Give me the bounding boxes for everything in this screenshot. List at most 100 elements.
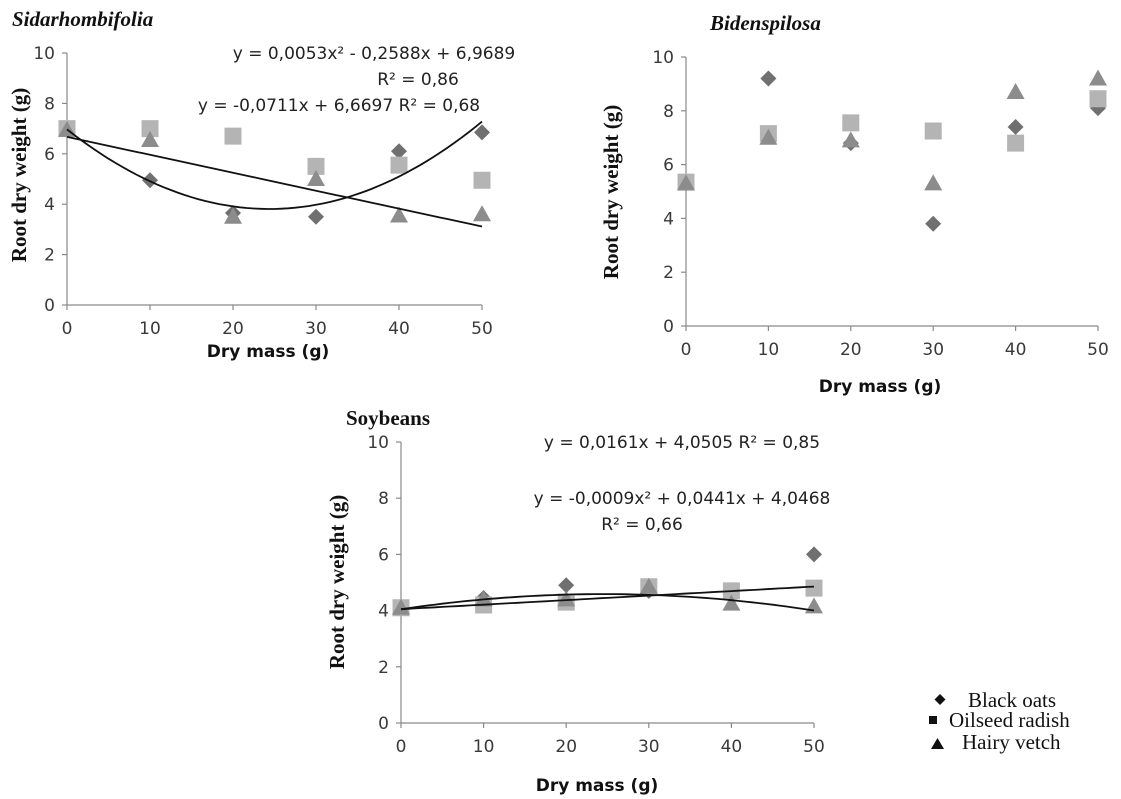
y-tick-label: 10 [652,48,674,68]
triangle-icon [931,738,944,749]
data-point-square [307,157,325,175]
data-point-square [805,579,823,597]
x-tick-label: 10 [473,737,495,757]
x-tick-label: 40 [388,319,410,339]
x-tick-label: 20 [840,340,862,360]
chart-title: Sidarhombifolia [12,7,153,31]
y-tick-label: 2 [663,263,674,283]
y-axis-label: Root dry weight (g) [325,495,349,669]
data-point-square [473,171,491,189]
trendline-linear [66,136,483,228]
trendline-quadratic [66,120,483,210]
diamond-icon [934,694,946,705]
data-point-diamond [925,215,942,232]
legend: Black oats Oilseed radish Hairy vetch [929,688,1070,754]
x-tick-label: 50 [1087,340,1109,360]
panel-sidarhombifolia: Sidarhombifolia Root dry weight (g) Dry … [7,7,515,362]
equation-quadratic: y = -0,0009x² + 0,0441x + 4,0468 [534,489,831,509]
y-tick-label: 4 [378,602,389,622]
data-point-triangle [722,594,741,611]
square-icon [929,716,937,724]
r-squared-quadratic: R² = 0,86 [377,70,459,90]
y-axis-label: Root dry weight (g) [7,88,31,262]
x-tick-label: 20 [222,319,244,339]
x-tick-label: 30 [922,340,944,360]
trendline-linear [400,585,815,611]
data-point-triangle [924,174,943,191]
y-tick-label: 4 [44,195,55,215]
x-axis-label: Dry mass (g) [819,377,942,397]
data-point-square [390,156,408,174]
y-tick-label: 6 [378,545,389,565]
legend-item-oilseed-radish: Oilseed radish [929,708,1070,732]
data-point-triangle [390,206,408,223]
y-tick-label: 2 [378,658,389,678]
x-tick-label: 30 [638,737,660,757]
x-tick-label: 40 [1005,340,1027,360]
x-axis-label: Dry mass (g) [536,776,659,796]
y-tick-label: 6 [44,145,55,165]
panel-bidenspilosa: Bidenspilosa Root dry weight (g) Dry mas… [599,11,1109,397]
legend-label: Black oats [968,688,1056,712]
panel-soybeans: Soybeans Root dry weight (g) Dry mass (g… [325,406,830,796]
legend-label: Hairy vetch [962,730,1061,754]
equation-quadratic: y = 0,0053x² - 0,2588x + 6,9689 [233,44,516,64]
data-point-square [842,114,860,132]
y-tick-label: 2 [44,246,55,266]
chart-title: Soybeans [346,406,430,430]
legend-item-hairy-vetch: Hairy vetch [931,730,1061,754]
data-point-triangle [473,205,491,222]
equation-linear: y = -0,0711x + 6,6697 R² = 0,68 [198,96,480,116]
data-point-diamond [391,143,407,160]
data-point-square [224,127,242,145]
trendline-quadratic [400,593,815,612]
data-point-diamond [308,208,324,225]
x-axis-label: Dry mass (g) [207,342,330,362]
x-tick-label: 0 [62,319,73,339]
data-point-square [1089,90,1107,108]
data-point-triangle [224,207,242,224]
data-point-triangle [841,131,860,148]
data-point-square [924,122,942,140]
equation-linear: y = 0,0161x + 4,0505 R² = 0,85 [544,433,820,453]
legend-item-black-oats: Black oats [934,688,1056,712]
y-tick-label: 4 [663,209,674,229]
y-tick-label: 0 [44,296,55,316]
y-tick-label: 0 [663,317,674,337]
x-tick-label: 30 [305,319,327,339]
data-point-diamond [558,577,575,594]
data-point-square [141,120,159,138]
data-point-triangle [141,130,159,147]
x-tick-label: 10 [758,340,780,360]
data-point-diamond [1007,118,1024,135]
y-tick-label: 8 [378,489,389,509]
data-point-triangle [639,577,658,594]
data-point-diamond [760,70,777,87]
x-tick-label: 50 [803,737,825,757]
legend-label: Oilseed radish [949,708,1070,732]
y-axis-label: Root dry weight (g) [599,105,623,279]
y-tick-label: 8 [663,102,674,122]
x-tick-label: 0 [681,340,692,360]
y-tick-label: 10 [367,433,389,453]
data-point-square [1007,134,1025,152]
r-squared-quadratic: R² = 0,66 [601,515,683,535]
x-tick-label: 10 [139,319,161,339]
x-tick-label: 20 [555,737,577,757]
chart-title: Bidenspilosa [709,11,821,35]
x-tick-label: 50 [471,319,493,339]
x-tick-label: 40 [721,737,743,757]
y-tick-label: 8 [44,94,55,114]
data-point-triangle [557,590,576,607]
data-point-triangle [307,170,325,186]
data-point-triangle [1006,82,1025,99]
data-point-triangle [474,590,493,607]
x-tick-label: 0 [396,737,407,757]
data-point-triangle [392,598,410,615]
y-tick-label: 6 [663,156,674,176]
data-point-triangle [1089,69,1107,86]
data-point-diamond [806,546,822,563]
data-point-diamond [474,124,490,141]
y-tick-label: 0 [378,714,389,734]
